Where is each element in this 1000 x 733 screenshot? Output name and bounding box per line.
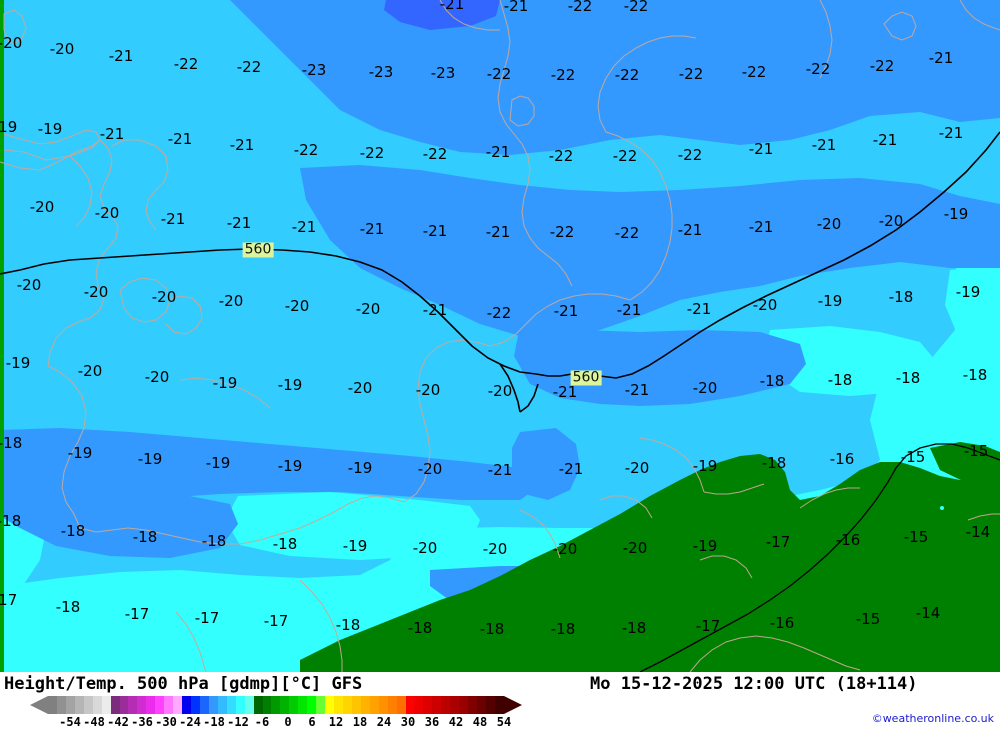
color-swatch xyxy=(485,696,495,714)
color-swatch xyxy=(369,696,379,714)
color-swatch xyxy=(405,696,415,714)
color-swatch xyxy=(325,696,334,714)
product-title: Height/Temp. 500 hPa [gdmp][°C] GFS xyxy=(4,674,363,694)
color-swatch xyxy=(351,696,361,714)
color-scale-tick-label: 54 xyxy=(496,715,512,729)
land-strip-left xyxy=(0,0,4,672)
color-scale-tick-label: 18 xyxy=(352,715,368,729)
color-swatch xyxy=(334,696,343,714)
color-swatch xyxy=(83,696,93,714)
color-swatch xyxy=(119,696,129,714)
color-scale-tick-label: -48 xyxy=(83,715,105,729)
color-scale-tick-label: 36 xyxy=(424,715,440,729)
color-swatch xyxy=(74,696,84,714)
color-scale-tick-label: 24 xyxy=(376,715,392,729)
height-contour-label: 560 xyxy=(570,369,602,386)
color-swatch xyxy=(199,696,209,714)
coastline xyxy=(639,443,1000,672)
color-swatch xyxy=(280,696,290,714)
height-contour-label: 560 xyxy=(242,241,274,258)
color-scale-tick-label: -54 xyxy=(59,715,81,729)
color-swatch xyxy=(494,696,504,714)
color-swatch xyxy=(137,696,147,714)
color-scale-tick-label: 6 xyxy=(308,715,316,729)
color-swatch xyxy=(450,696,460,714)
color-scale-tick-label: -30 xyxy=(155,715,177,729)
isotherm-band-blue-dark xyxy=(384,0,500,30)
color-swatch xyxy=(217,696,227,714)
color-swatch xyxy=(262,696,272,714)
color-swatch xyxy=(468,696,477,714)
color-swatch xyxy=(110,696,120,714)
map-canvas[interactable]: 560 560 -20 -20 -21 -22 -22 -23 -23 -23 -22 -22 -22… xyxy=(0,0,1000,672)
color-scale-tick-label: 12 xyxy=(328,715,344,729)
color-scale-tick-label: -6 xyxy=(254,715,270,729)
color-swatch xyxy=(208,696,218,714)
color-scale-tick-label: 42 xyxy=(448,715,464,729)
color-swatch xyxy=(92,696,102,714)
color-swatch xyxy=(289,696,299,714)
color-scale-tick-label: -12 xyxy=(227,715,249,729)
color-scale[interactable]: -54 -48 -42 -36 -30 -24 -18 -12 -6 0 6 12 18 24 30 36 42… xyxy=(30,696,522,729)
color-swatch xyxy=(155,696,165,714)
isotherm-band-blue-mid xyxy=(0,0,1000,624)
color-swatch xyxy=(342,696,352,714)
color-swatch xyxy=(307,696,317,714)
color-swatch xyxy=(271,696,281,714)
color-swatch xyxy=(65,696,75,714)
color-swatch xyxy=(191,696,200,714)
color-swatch xyxy=(387,696,397,714)
color-swatch xyxy=(316,696,326,714)
color-swatch xyxy=(423,696,433,714)
color-swatch xyxy=(164,696,174,714)
product-datetime: Mo 15-12-2025 12:00 UTC (18+114) xyxy=(590,674,918,694)
color-swatch xyxy=(378,696,388,714)
color-swatch xyxy=(173,696,183,714)
color-scale-tick-label: 48 xyxy=(472,715,488,729)
height-contour-560 xyxy=(0,131,1000,413)
copyright-credit: ©weatheronline.co.uk xyxy=(871,712,994,725)
color-scale-tick-label: 30 xyxy=(400,715,416,729)
color-scale-tick-label: -18 xyxy=(203,715,225,729)
color-swatch xyxy=(459,696,469,714)
color-swatch xyxy=(396,696,406,714)
color-swatch xyxy=(101,696,111,714)
color-swatch xyxy=(414,696,424,714)
color-swatch xyxy=(441,696,451,714)
color-swatch xyxy=(360,696,370,714)
color-swatch xyxy=(182,696,191,714)
country-borders xyxy=(0,0,1000,672)
color-swatch xyxy=(226,696,236,714)
color-scale-tick-label: -36 xyxy=(131,715,153,729)
color-scale-right-cap xyxy=(504,696,522,714)
color-swatch xyxy=(235,696,245,714)
color-swatch xyxy=(48,696,57,714)
color-swatch xyxy=(298,696,308,714)
color-scale-left-cap xyxy=(30,696,48,714)
color-swatch xyxy=(477,696,486,714)
footer-panel: Height/Temp. 500 hPa [gdmp][°C] GFS Mo 1… xyxy=(0,672,1000,733)
color-swatch xyxy=(244,696,254,714)
color-swatch xyxy=(146,696,156,714)
color-scale-swatches xyxy=(48,696,504,714)
color-scale-tick-label: -24 xyxy=(179,715,201,729)
color-scale-tick-label: -42 xyxy=(107,715,129,729)
color-swatch xyxy=(432,696,442,714)
color-scale-tick-label: 0 xyxy=(284,715,292,729)
color-swatch xyxy=(56,696,66,714)
color-swatch xyxy=(253,696,263,714)
color-swatch xyxy=(128,696,138,714)
map-vector-layer xyxy=(0,0,1000,672)
